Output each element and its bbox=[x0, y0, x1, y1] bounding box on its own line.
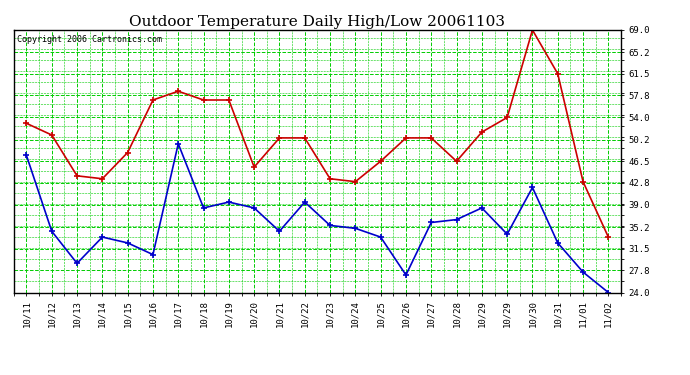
Title: Outdoor Temperature Daily High/Low 20061103: Outdoor Temperature Daily High/Low 20061… bbox=[130, 15, 505, 29]
Text: Copyright 2006 Cartronics.com: Copyright 2006 Cartronics.com bbox=[17, 35, 162, 44]
